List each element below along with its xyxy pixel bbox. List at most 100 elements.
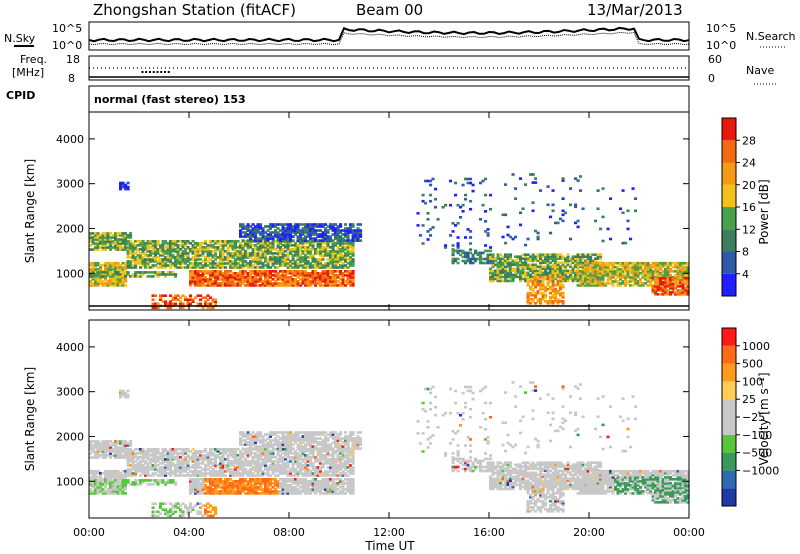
velocity-cell: [124, 440, 128, 443]
power-cell: [334, 284, 338, 287]
power-cell: [124, 271, 128, 274]
power-cell: [241, 227, 245, 230]
velocity-cell: [249, 450, 253, 453]
power-cell: [316, 235, 320, 238]
power-cell: [91, 278, 95, 281]
power-cell: [479, 259, 483, 263]
power-cell: [544, 267, 548, 271]
power-cell: [671, 283, 675, 286]
power-cell: [349, 227, 353, 230]
power-cell: [301, 252, 305, 255]
power-cell: [594, 280, 598, 283]
power-cell: [526, 271, 530, 275]
power-cell: [209, 266, 213, 269]
power-cell: [221, 242, 225, 245]
velocity-cell: [226, 448, 230, 451]
velocity-cell: [284, 464, 288, 467]
power-cell: [599, 278, 603, 281]
velocity-cell: [181, 474, 185, 477]
power-cell: [594, 278, 598, 281]
power-cell: [196, 262, 200, 265]
power-cell: [344, 264, 348, 267]
power-cell: [246, 278, 250, 281]
power-cell: [519, 211, 523, 215]
power-cell: [199, 248, 203, 251]
power-cell: [106, 280, 110, 283]
velocity-cell: [94, 492, 98, 495]
power-cell: [546, 277, 550, 281]
power-cell: [206, 250, 210, 253]
power-cell: [666, 270, 670, 273]
power-cell: [506, 271, 510, 275]
power-cell: [281, 284, 285, 287]
velocity-cell: [114, 471, 118, 475]
velocity-cell: [131, 454, 135, 457]
velocity-cell: [161, 448, 165, 451]
power-cell: [351, 270, 355, 273]
power-cell: [321, 270, 325, 273]
velocity-cell: [211, 448, 215, 451]
power-cell: [104, 240, 108, 243]
power-cell: [146, 260, 150, 263]
power-cell: [329, 278, 333, 281]
velocity-cell: [196, 460, 200, 463]
velocity-cell: [119, 481, 123, 484]
power-cell: [239, 229, 243, 232]
power-cell: [166, 258, 170, 261]
power-cell: [509, 253, 513, 256]
power-cell: [671, 276, 675, 280]
power-cell: [284, 284, 288, 287]
power-cell: [224, 276, 228, 279]
power-cell: [289, 244, 293, 247]
power-cell: [291, 274, 295, 277]
power-cell: [641, 263, 645, 267]
power-cell: [296, 274, 300, 277]
power-cell: [614, 270, 618, 273]
velocity-cell: [239, 468, 243, 471]
power-cell: [529, 293, 533, 297]
power-cell: [546, 283, 550, 287]
velocity-cell: [156, 448, 160, 451]
power-cell: [291, 229, 295, 232]
power-cell: [289, 276, 293, 279]
power-cell: [474, 249, 478, 253]
power-cell: [461, 259, 465, 263]
power-cell: [251, 235, 255, 238]
velocity-cell: [134, 468, 138, 471]
power-cell: [464, 259, 468, 263]
power-cell: [146, 254, 150, 257]
velocity-cell: [266, 470, 270, 473]
velocity-cell: [179, 472, 183, 475]
cpid-text: normal (fast stereo) 153: [94, 93, 246, 106]
power-cell: [159, 266, 163, 269]
power-cell: [311, 225, 315, 228]
power-cell: [616, 270, 620, 273]
power-cell: [679, 276, 683, 279]
velocity-cell: [286, 454, 290, 457]
power-cell: [224, 270, 228, 273]
power-cell: [226, 270, 230, 273]
power-cell: [321, 250, 325, 253]
velocity-cell: [106, 492, 110, 495]
power-cell: [596, 268, 600, 271]
velocity-cell: [311, 448, 315, 451]
power-cell: [614, 274, 618, 277]
power-cell: [176, 240, 180, 243]
velocity-cell: [136, 479, 140, 482]
power-cell: [226, 272, 230, 275]
power-cell: [314, 266, 318, 269]
velocity-cell: [174, 483, 178, 486]
velocity-cell: [311, 466, 315, 469]
power-cell: [349, 246, 353, 249]
velocity-cell: [186, 454, 190, 457]
power-cell: [684, 270, 688, 273]
power-cell: [309, 223, 313, 226]
power-cell: [106, 234, 110, 237]
power-cell: [234, 276, 238, 279]
power-cell: [634, 276, 638, 279]
velocity-cell: [154, 462, 158, 465]
power-cell: [489, 259, 493, 263]
velocity-cell: [144, 456, 148, 459]
power-cell: [334, 270, 338, 273]
power-cell: [681, 268, 685, 271]
